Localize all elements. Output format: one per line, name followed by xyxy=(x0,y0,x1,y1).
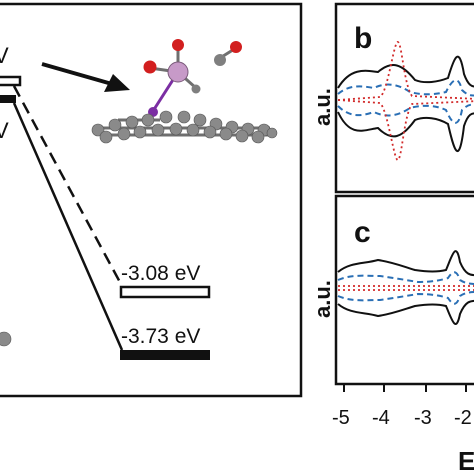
arrow-shaft xyxy=(41,62,113,86)
metal-atom xyxy=(167,61,189,83)
carbon-atom xyxy=(191,84,201,94)
oxygen-atom xyxy=(143,60,157,74)
energy-label-upper: -3.08 eV xyxy=(121,262,200,285)
energy-label-lower: -3.73 eV xyxy=(121,325,200,348)
x-tick-label-minus2: -2 xyxy=(454,407,472,429)
initial-level-lower xyxy=(0,95,16,103)
energy-diagram-frame xyxy=(0,2,303,398)
oxygen-atom xyxy=(172,39,184,51)
arrow-head xyxy=(104,74,130,92)
oxygen-atom xyxy=(230,41,242,53)
x-tick-label-minus4: -4 xyxy=(372,407,390,429)
panel-c-letter: c xyxy=(354,216,371,249)
panel-b-ylabel: a.u. xyxy=(310,88,335,126)
x-axis-tickmarks xyxy=(343,384,467,392)
carbon-atom xyxy=(0,331,12,347)
carbon-atom xyxy=(214,54,226,66)
solid-connector xyxy=(12,102,124,351)
energy-level-lower xyxy=(120,350,210,360)
initial-level-upper xyxy=(0,75,22,87)
dashed-connector xyxy=(12,85,124,287)
partial-energy-label-lower: V xyxy=(0,118,9,143)
x-tick-label-minus5: -5 xyxy=(332,407,350,429)
partial-energy-label-upper: V xyxy=(0,43,9,68)
molecular-structure xyxy=(91,39,278,144)
x-tick-label-minus3: -3 xyxy=(414,407,432,429)
panel-c-curves xyxy=(337,250,474,325)
panel-b-letter: b xyxy=(354,22,372,55)
energy-level-upper xyxy=(119,285,211,299)
panel-c-ylabel: a.u. xyxy=(310,280,335,318)
panel-b-curves xyxy=(337,41,474,161)
panel-c-frame xyxy=(334,194,474,386)
panel-b-frame xyxy=(334,2,474,194)
x-axis-label: E xyxy=(458,446,474,474)
